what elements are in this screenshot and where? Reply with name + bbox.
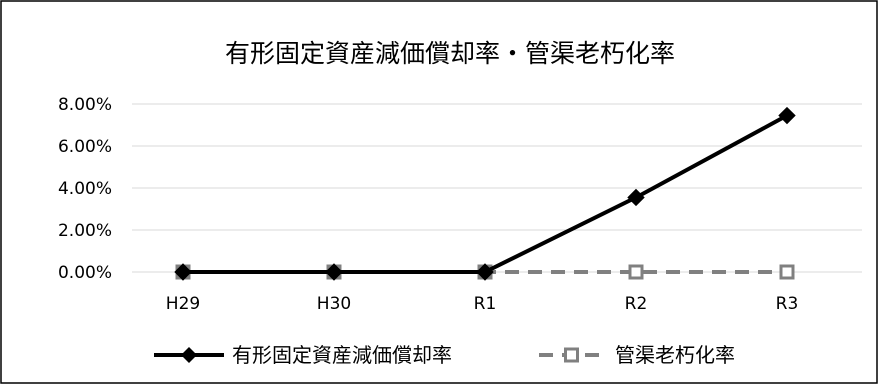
x-tick-label: R3 <box>776 294 799 314</box>
data-point <box>325 263 343 281</box>
x-tick-label: R1 <box>474 294 497 314</box>
x-axis: H29 H30 R1 R2 R3 <box>166 294 799 314</box>
data-point <box>627 188 645 207</box>
data-point <box>174 263 192 281</box>
y-tick-label: 2.00% <box>58 221 112 241</box>
chart-title: 有形固定資産減価償却率・管渠老朽化率 <box>225 39 675 68</box>
legend: 有形固定資産減価償却率 管渠老朽化率 <box>154 343 735 367</box>
legend-label: 有形固定資産減価償却率 <box>232 343 452 367</box>
legend-label: 管渠老朽化率 <box>615 343 735 367</box>
data-point <box>476 263 494 281</box>
data-point <box>779 264 795 280</box>
plot-area <box>174 106 796 281</box>
legend-marker <box>181 347 197 363</box>
x-tick-label: H30 <box>317 294 351 314</box>
y-axis: 0.00% 2.00% 4.00% 6.00% 8.00% <box>58 95 112 283</box>
legend-marker <box>564 347 579 363</box>
y-tick-label: 4.00% <box>58 179 112 199</box>
x-tick-label: R2 <box>625 294 648 314</box>
data-point <box>778 106 796 125</box>
y-tick-label: 0.00% <box>58 263 112 283</box>
y-tick-label: 8.00% <box>58 95 112 115</box>
data-point <box>628 264 644 280</box>
y-tick-label: 6.00% <box>58 137 112 157</box>
x-tick-label: H29 <box>166 294 200 314</box>
